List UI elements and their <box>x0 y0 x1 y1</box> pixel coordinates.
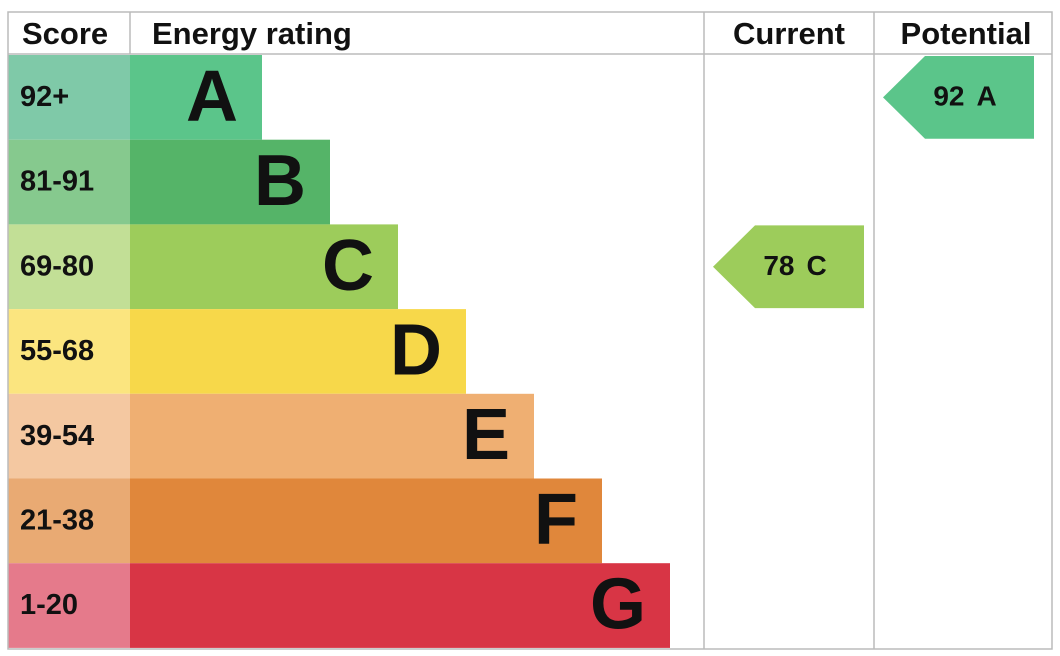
current-score: 78 <box>763 250 794 281</box>
header-score: Score <box>22 16 108 51</box>
score-cell <box>8 55 130 140</box>
header-current: Current <box>733 16 845 51</box>
score-label: 92+ <box>20 81 69 113</box>
rating-bar <box>130 478 602 564</box>
rating-bar <box>130 309 466 394</box>
score-label: 81-91 <box>20 166 94 198</box>
potential-score: 92 <box>933 81 964 112</box>
frame <box>7 11 1053 650</box>
score-label: 69-80 <box>20 250 94 282</box>
score-cell <box>8 139 130 225</box>
rating-bar <box>130 393 534 479</box>
current-arrow <box>713 225 864 309</box>
potential-arrow <box>883 56 1034 139</box>
header-energy: Energy rating <box>152 16 352 51</box>
score-cell <box>8 563 130 648</box>
potential-letter: A <box>977 81 997 112</box>
rating-bar <box>130 224 398 310</box>
score-label: 1-20 <box>20 589 78 621</box>
rating-bar <box>130 55 262 140</box>
score-cell <box>8 393 130 479</box>
band-letter: B <box>254 141 306 221</box>
current-letter: C <box>807 250 827 281</box>
score-cell <box>8 478 130 564</box>
rating-bar <box>130 139 330 225</box>
score-cell <box>8 224 130 310</box>
band-letter: G <box>590 565 646 645</box>
score-cell <box>8 309 130 394</box>
score-label: 39-54 <box>20 420 94 452</box>
band-letter: C <box>322 226 374 306</box>
band-letter: D <box>390 310 442 390</box>
band-letter: F <box>534 480 578 560</box>
score-label: 21-38 <box>20 505 94 537</box>
rating-bar <box>130 563 670 648</box>
header-potential: Potential <box>901 16 1032 51</box>
band-letter: A <box>186 56 238 136</box>
band-letter: E <box>462 395 510 475</box>
score-label: 55-68 <box>20 335 94 367</box>
